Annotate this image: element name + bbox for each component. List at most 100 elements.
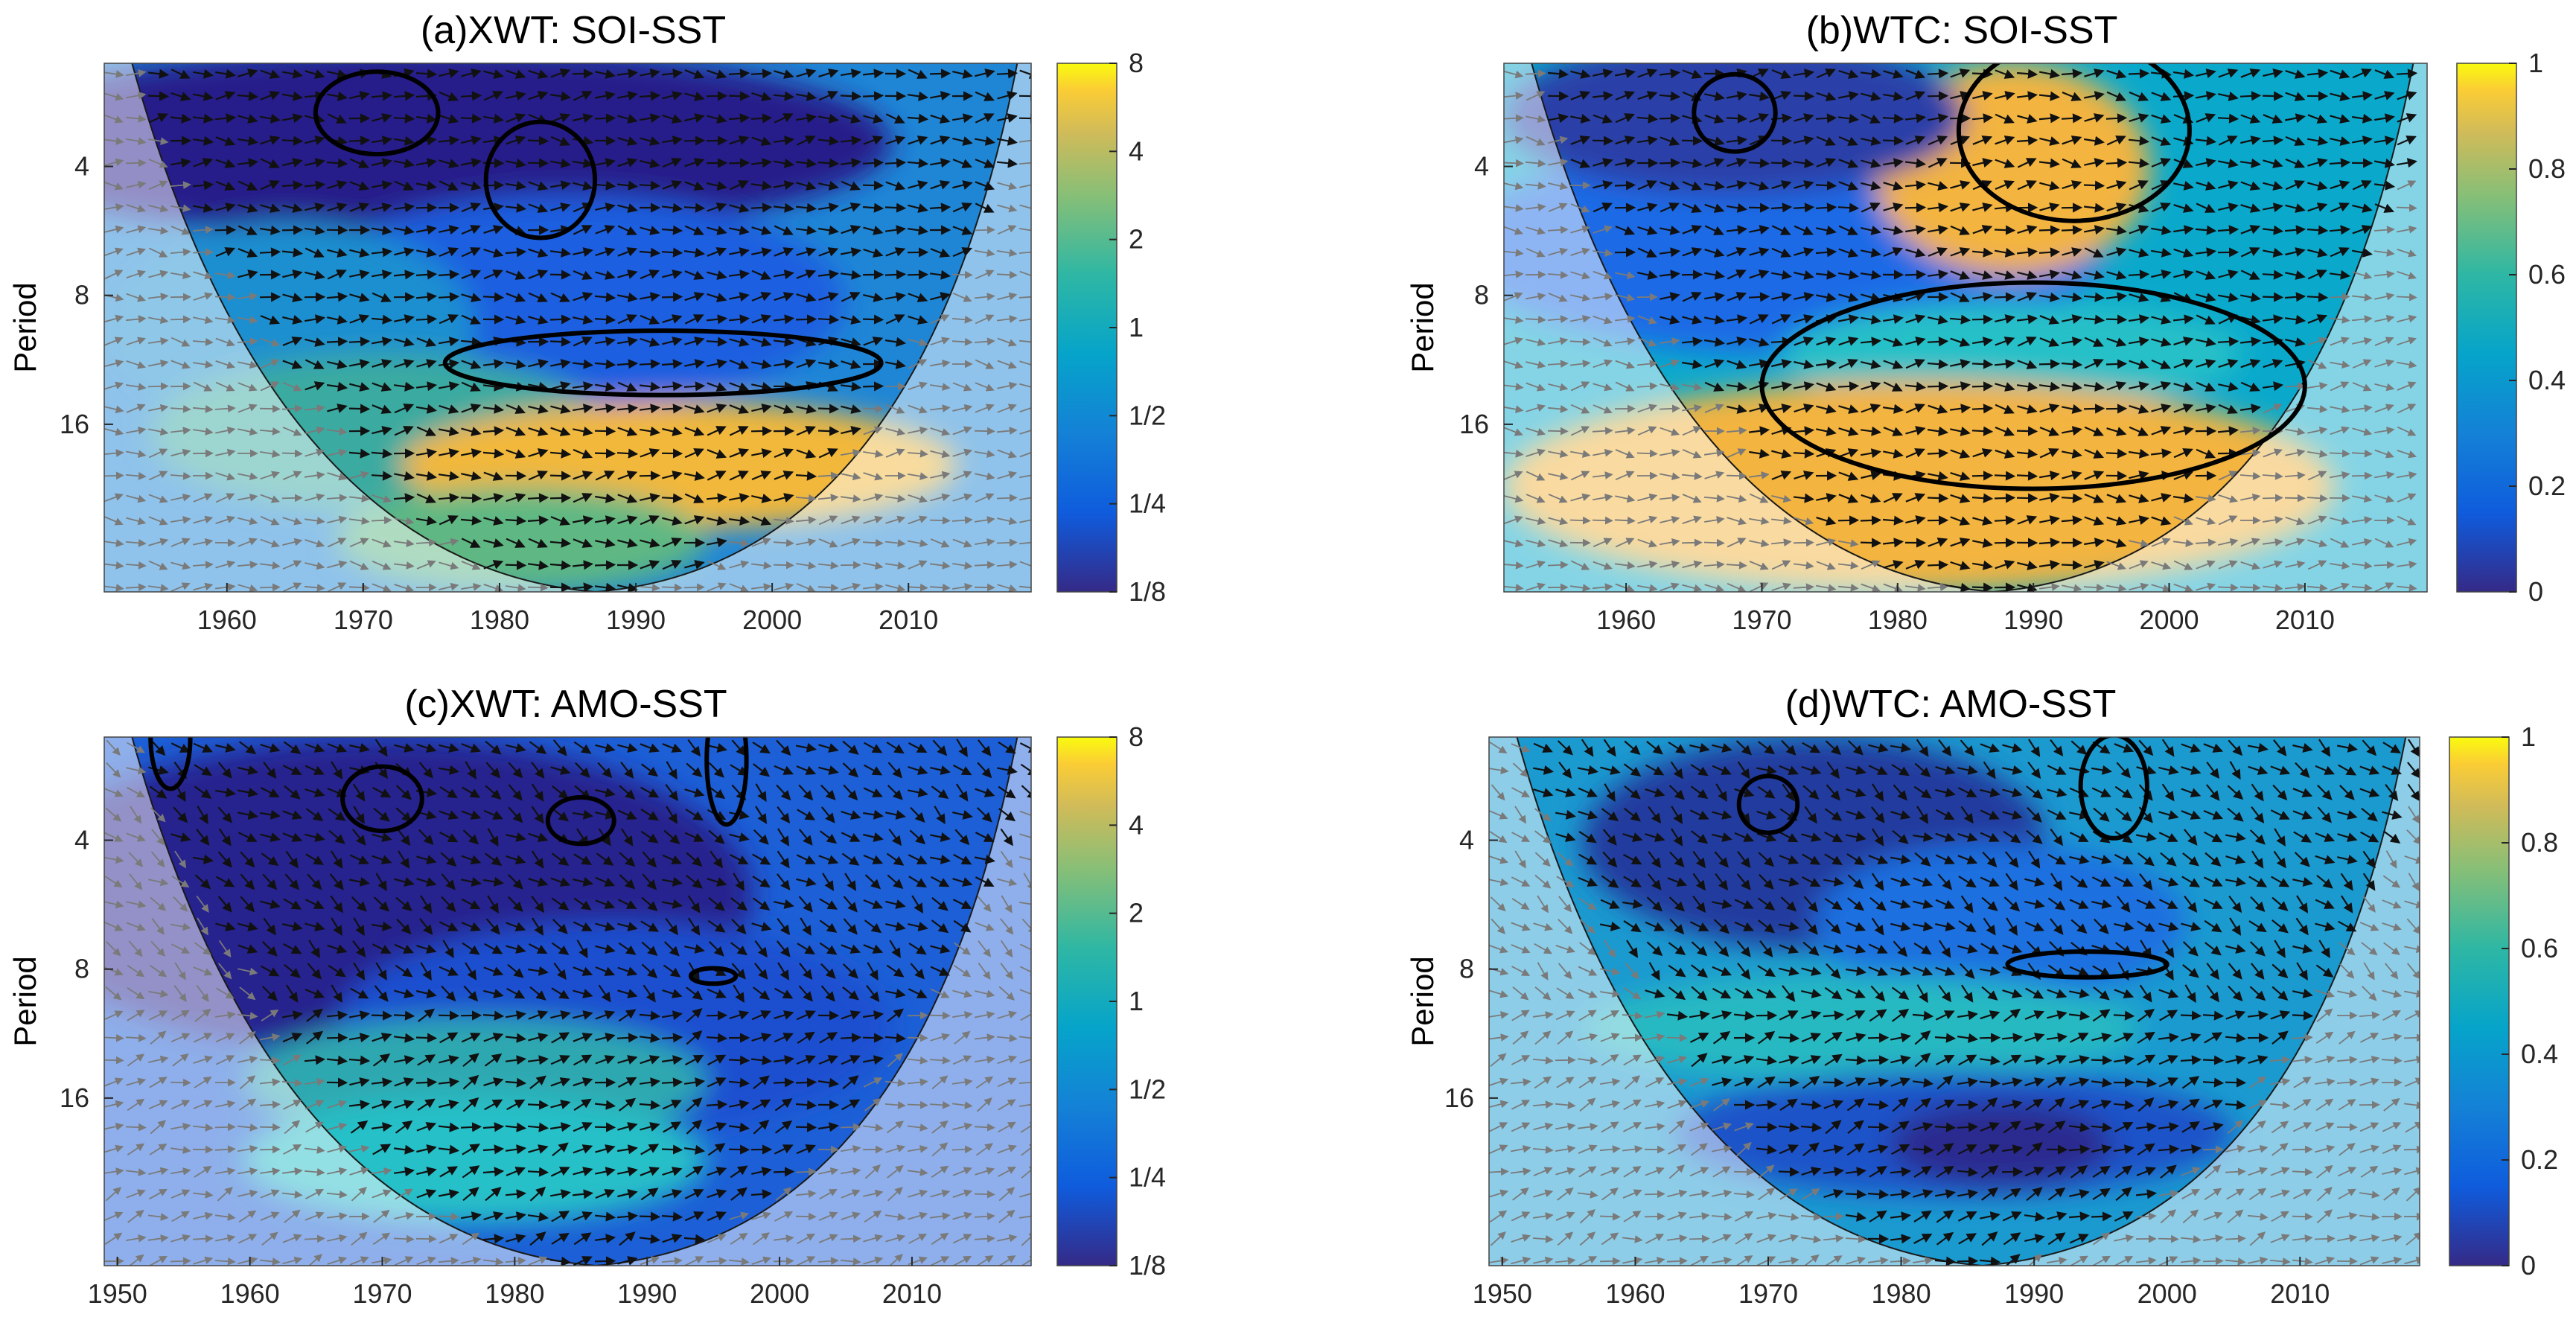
phase-arrow xyxy=(729,136,750,145)
phase-arrow xyxy=(840,158,862,168)
phase-arrow xyxy=(260,158,280,168)
phase-arrow xyxy=(817,426,840,436)
colorbar-tick-label: 4 xyxy=(1129,809,1144,840)
phase-arrow xyxy=(1971,359,1994,369)
phase-arrow xyxy=(170,248,191,257)
phase-arrow xyxy=(908,180,928,190)
phase-arrow xyxy=(371,180,392,191)
colorbar-tick-label: 0.8 xyxy=(2528,153,2566,184)
phase-arrow xyxy=(126,180,147,189)
phase-arrow xyxy=(549,337,572,347)
phase-arrow xyxy=(550,136,570,146)
phase-arrow xyxy=(841,114,861,124)
phase-arrow xyxy=(305,225,325,235)
phase-arrow xyxy=(1927,68,1949,79)
phase-arrow xyxy=(327,91,348,101)
phase-arrow xyxy=(818,91,838,101)
phase-arrow xyxy=(527,158,549,168)
phase-arrow xyxy=(573,91,593,101)
phase-arrow xyxy=(461,136,482,145)
x-tick-label: 1970 xyxy=(334,605,393,635)
panel-a-colorbar: 8 4 2 1 1/2 1/4 1/8 xyxy=(1056,48,1166,607)
phase-arrow xyxy=(416,158,437,168)
phase-arrow xyxy=(550,158,571,168)
phase-arrow xyxy=(349,203,370,212)
phase-arrow xyxy=(863,248,884,258)
phase-arrow xyxy=(975,181,995,191)
phase-arrow xyxy=(260,180,280,191)
phase-arrow xyxy=(550,113,571,123)
phase-arrow xyxy=(393,113,415,124)
x-tick-label: 1990 xyxy=(617,1278,677,1309)
phase-arrow xyxy=(595,247,616,257)
phase-arrow xyxy=(929,91,951,101)
phase-arrow xyxy=(215,203,236,212)
phase-arrow xyxy=(2329,293,2350,302)
panel-a-plot xyxy=(103,63,1032,593)
phase-arrow xyxy=(796,181,817,191)
phase-arrow xyxy=(2396,68,2418,79)
phase-arrow xyxy=(595,225,616,235)
phase-arrow xyxy=(795,1122,817,1132)
phase-arrow xyxy=(996,136,1018,146)
x-tick-label: 1960 xyxy=(1605,1278,1665,1309)
phase-arrow xyxy=(796,113,817,124)
phase-arrow xyxy=(1599,1257,1621,1266)
phase-arrow xyxy=(908,203,928,213)
phase-arrow xyxy=(795,158,817,168)
x-tick-label: 1970 xyxy=(1738,1278,1798,1309)
phase-arrow xyxy=(215,68,236,79)
y-tick-label: 8 xyxy=(1459,954,1474,984)
phase-arrow xyxy=(415,1077,438,1088)
phase-arrow xyxy=(394,247,415,257)
phase-arrow xyxy=(662,114,683,124)
phase-arrow xyxy=(483,225,504,235)
phase-arrow xyxy=(237,248,258,258)
phase-arrow xyxy=(707,69,727,79)
phase-arrow xyxy=(148,180,168,191)
phase-arrow xyxy=(170,1257,191,1266)
phase-arrow xyxy=(483,69,504,79)
phase-arrow xyxy=(907,1100,928,1109)
phase-arrow xyxy=(1927,493,1949,503)
phase-arrow xyxy=(505,247,527,258)
panel-c-colorbar: 8 4 2 1 1/2 1/4 1/8 xyxy=(1056,721,1166,1281)
phase-arrow xyxy=(840,1033,862,1043)
phase-arrow xyxy=(908,68,928,79)
colorbar-tick-label: 1/4 xyxy=(1129,1162,1166,1193)
phase-arrow xyxy=(975,113,995,124)
phase-arrow xyxy=(214,113,237,124)
phase-arrow xyxy=(482,292,505,302)
phase-arrow xyxy=(1927,91,1949,101)
phase-arrow xyxy=(104,70,124,78)
phase-arrow xyxy=(728,1055,750,1065)
phase-arrow xyxy=(104,181,124,191)
phase-arrow xyxy=(774,247,794,257)
phase-arrow xyxy=(774,69,794,79)
phase-arrow xyxy=(750,180,773,191)
phase-arrow xyxy=(1971,381,1994,392)
phase-arrow xyxy=(460,1122,482,1132)
phase-arrow xyxy=(774,113,794,124)
phase-arrow xyxy=(930,136,951,145)
phase-arrow xyxy=(796,136,816,146)
phase-arrow xyxy=(2016,493,2038,503)
phase-arrow xyxy=(1547,561,1569,570)
phase-arrow xyxy=(1659,113,1681,124)
phase-arrow xyxy=(840,247,861,258)
phase-arrow xyxy=(393,203,415,213)
phase-arrow xyxy=(439,68,459,78)
phase-arrow xyxy=(2105,314,2128,325)
colorbar-tick-label: 0 xyxy=(2528,576,2543,607)
phase-arrow xyxy=(148,137,169,145)
phase-arrow xyxy=(372,113,392,123)
phase-arrow xyxy=(684,69,705,79)
phase-arrow xyxy=(817,158,840,168)
phase-arrow xyxy=(617,203,638,213)
phase-arrow xyxy=(348,337,371,347)
phase-arrow xyxy=(795,203,817,213)
phase-arrow xyxy=(326,225,348,235)
phase-arrow xyxy=(997,204,1018,213)
phase-arrow xyxy=(952,69,973,79)
y-tick-label: 8 xyxy=(1474,280,1489,310)
